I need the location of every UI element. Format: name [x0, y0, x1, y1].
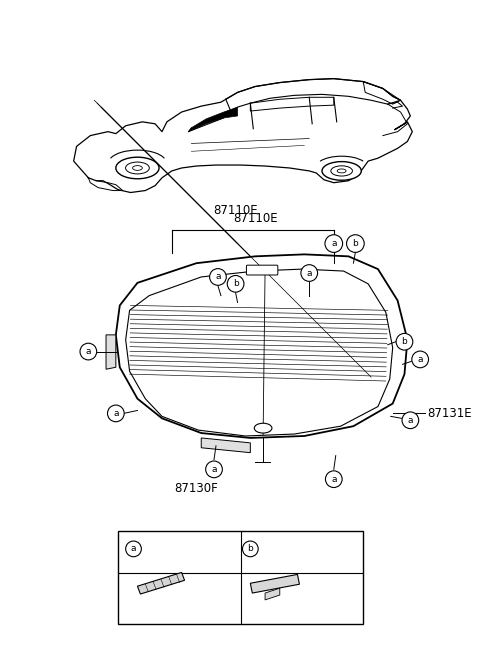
Text: a: a — [408, 416, 413, 425]
Text: a: a — [331, 239, 336, 248]
Polygon shape — [201, 438, 251, 453]
Text: a: a — [131, 544, 136, 554]
Text: 87864: 87864 — [262, 544, 298, 554]
Circle shape — [402, 412, 419, 428]
Ellipse shape — [126, 162, 149, 174]
Text: 87130F: 87130F — [174, 482, 218, 495]
Ellipse shape — [337, 169, 346, 173]
Circle shape — [242, 541, 258, 557]
Text: a: a — [331, 475, 336, 483]
Circle shape — [210, 268, 226, 285]
Text: a: a — [215, 272, 221, 281]
Polygon shape — [106, 335, 116, 369]
FancyBboxPatch shape — [118, 531, 363, 625]
Text: b: b — [352, 239, 358, 248]
Circle shape — [108, 405, 124, 422]
Circle shape — [227, 276, 244, 292]
Circle shape — [301, 264, 318, 281]
Circle shape — [325, 235, 343, 253]
Circle shape — [412, 351, 429, 368]
Polygon shape — [137, 573, 185, 594]
Text: a: a — [211, 465, 217, 474]
Ellipse shape — [116, 157, 159, 179]
Text: a: a — [307, 268, 312, 277]
Text: b: b — [233, 279, 239, 289]
Text: 86124D: 86124D — [145, 544, 189, 554]
Circle shape — [205, 461, 222, 478]
Circle shape — [347, 235, 364, 253]
Text: a: a — [85, 347, 91, 356]
Ellipse shape — [132, 165, 142, 171]
Circle shape — [126, 541, 142, 557]
Ellipse shape — [254, 423, 272, 433]
Polygon shape — [265, 588, 280, 600]
Text: 87110E: 87110E — [233, 212, 277, 225]
Ellipse shape — [331, 166, 352, 176]
Circle shape — [80, 343, 96, 360]
FancyBboxPatch shape — [246, 265, 278, 275]
Polygon shape — [251, 575, 300, 593]
Text: a: a — [113, 409, 119, 418]
Polygon shape — [189, 107, 238, 132]
Text: 87110E: 87110E — [213, 204, 258, 217]
Text: b: b — [402, 337, 408, 346]
Circle shape — [396, 333, 413, 350]
Ellipse shape — [322, 161, 361, 180]
Text: 87131E: 87131E — [427, 407, 472, 420]
Text: b: b — [248, 544, 253, 554]
Text: a: a — [418, 355, 423, 364]
Circle shape — [325, 471, 342, 487]
